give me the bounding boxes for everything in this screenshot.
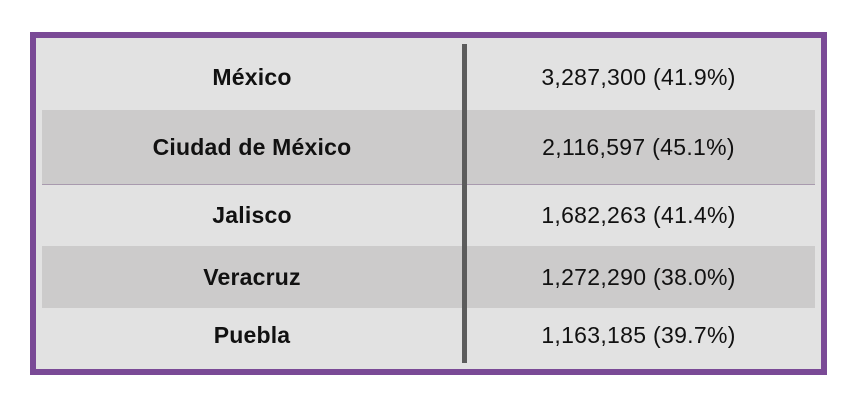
value-cell: 1,163,185 (39.7%) [541,322,736,348]
column-divider [462,44,467,363]
state-cell: México [212,63,292,90]
state-cell: Ciudad de México [152,133,352,160]
value-cell: 1,272,290 (38.0%) [541,263,736,290]
table-row: Puebla 1,163,185 (39.7%) [42,308,815,363]
state-cell: Puebla [213,322,291,348]
value-cell: 1,682,263 (41.4%) [541,202,736,228]
state-cell: Jalisco [212,202,292,228]
table-row: Ciudad de México 2,116,597 (45.1%) [42,110,815,185]
table-row: Veracruz 1,272,290 (38.0%) [42,246,815,308]
value-cell: 2,116,597 (45.1%) [542,133,735,160]
data-table: México 3,287,300 (41.9%) Ciudad de Méxic… [30,32,827,375]
value-cell: 3,287,300 (41.9%) [541,63,736,90]
table-row: Jalisco 1,682,263 (41.4%) [42,185,815,246]
table-row: México 3,287,300 (41.9%) [42,44,815,110]
state-cell: Veracruz [203,263,301,290]
table-body: México 3,287,300 (41.9%) Ciudad de Méxic… [42,44,815,363]
